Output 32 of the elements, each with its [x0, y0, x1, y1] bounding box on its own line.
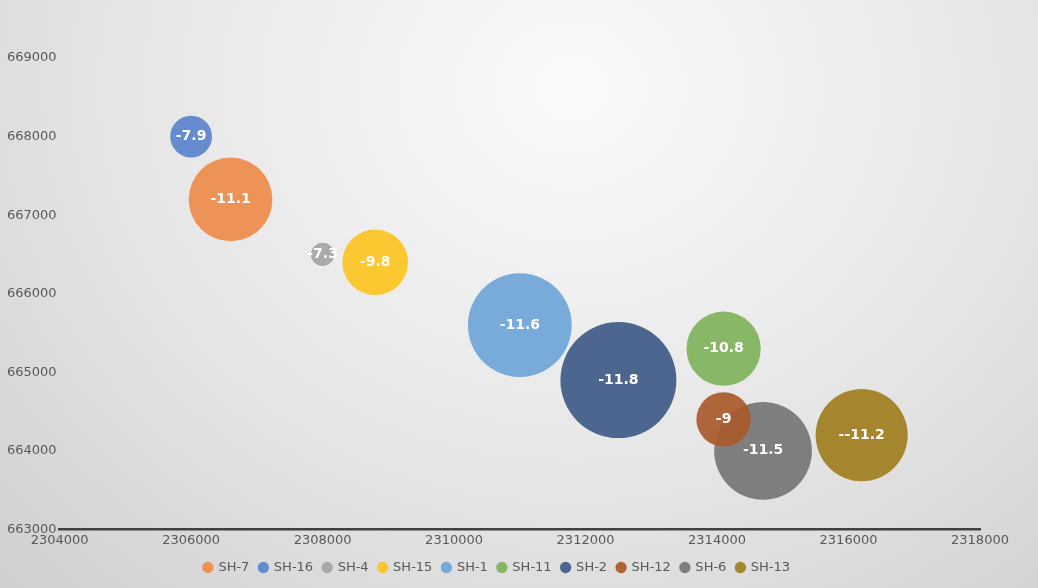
x-tick-label: 2312000	[556, 531, 615, 547]
legend-label: SH-6	[695, 558, 727, 574]
legend-label: SH-15	[393, 558, 433, 574]
y-tick-label: 669000	[6, 49, 57, 65]
x-tick-label: 2308000	[293, 531, 352, 547]
annotation: -9	[715, 410, 732, 427]
legend-label: SH-12	[631, 558, 671, 574]
legend-label: SH-11	[512, 558, 552, 574]
annotation: -7.9	[175, 127, 207, 144]
x-tick-label: 2318000	[951, 531, 1009, 547]
legend-label: SH-4	[337, 558, 369, 574]
legend-label: SH-16	[273, 558, 314, 574]
annotation: -11.5	[742, 441, 784, 458]
annotation: -11.6	[499, 315, 540, 332]
legend-label: SH-1	[456, 558, 488, 574]
annotation: -11.1	[210, 190, 251, 207]
y-tick-label: 667000	[6, 206, 57, 222]
annotation: -10.8	[703, 339, 744, 356]
x-tick-label: 2306000	[162, 531, 221, 547]
legend-label: SH-7	[218, 558, 250, 574]
annotation: --11.2	[838, 425, 885, 442]
legend-label: SH-2	[576, 558, 608, 574]
annotation: -9.8	[359, 252, 391, 269]
y-tick-label: 668000	[6, 127, 57, 143]
y-tick-label: 666000	[6, 285, 57, 301]
legend-label: SH-13	[750, 558, 791, 574]
x-tick-label: 2316000	[819, 531, 878, 547]
annotation: -11.8	[598, 370, 639, 387]
y-tick-label: 664000	[6, 442, 57, 458]
y-tick-label: 665000	[6, 363, 57, 379]
x-tick-label: 2310000	[425, 531, 484, 547]
x-tick-label: 2314000	[688, 531, 746, 547]
